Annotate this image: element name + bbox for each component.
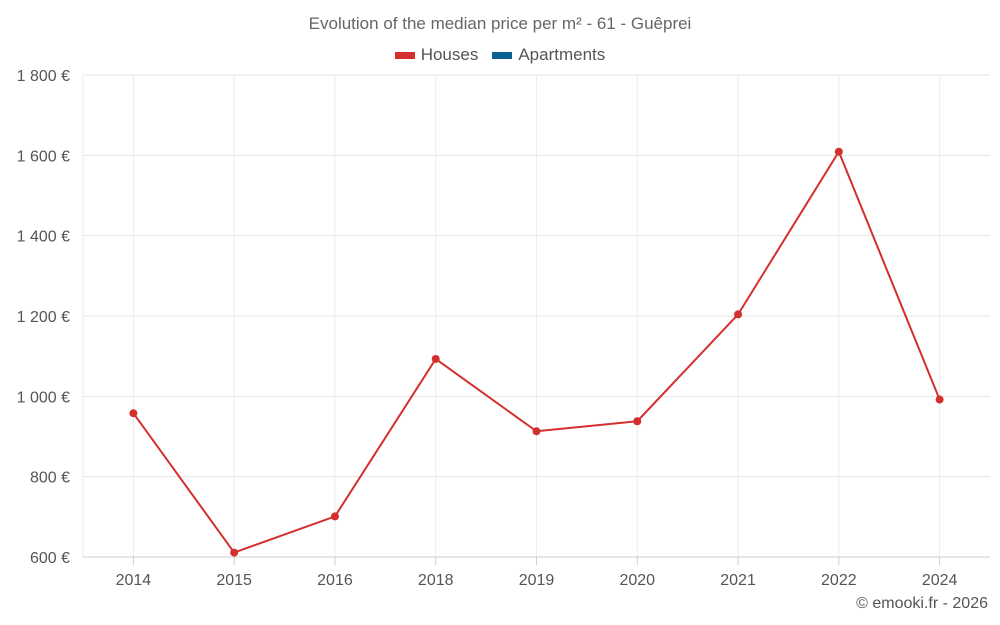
x-tick-label: 2021 [720,572,756,589]
data-point [431,354,440,363]
chart-title: Evolution of the median price per m² - 6… [308,14,692,33]
x-tick-label: 2018 [418,572,454,589]
data-point [129,409,138,418]
legend-swatch-houses [394,51,415,59]
x-tick-label: 2019 [519,572,555,589]
data-point [230,548,239,557]
x-tick-label: 2024 [922,572,958,589]
data-point [330,512,339,521]
y-tick-label: 800 € [30,470,70,487]
data-point [834,147,843,156]
legend: Houses Apartments [0,45,1000,65]
data-point [633,417,642,426]
data-point [935,395,944,404]
legend-item-houses[interactable]: Houses [394,45,479,65]
y-tick-label: 1 800 € [17,68,70,85]
x-tick-label: 2020 [619,572,655,589]
data-point [734,310,743,319]
y-tick-label: 600 € [30,550,70,567]
y-tick-label: 1 600 € [17,148,70,165]
y-tick-label: 1 200 € [17,309,70,326]
x-tick-label: 2022 [821,572,857,589]
legend-label-apartments: Apartments [518,45,606,64]
legend-swatch-apartments [492,51,513,59]
x-tick-label: 2016 [317,572,353,589]
legend-label-houses: Houses [420,45,479,64]
y-tick-label: 1 000 € [17,389,70,406]
y-tick-label: 1 400 € [17,229,70,246]
legend-item-apartments[interactable]: Apartments [492,45,605,65]
x-tick-label: 2014 [116,572,152,589]
credit-text: © emooki.fr - 2026 [856,595,988,612]
data-point [532,427,541,436]
x-tick-label: 2015 [216,572,252,589]
